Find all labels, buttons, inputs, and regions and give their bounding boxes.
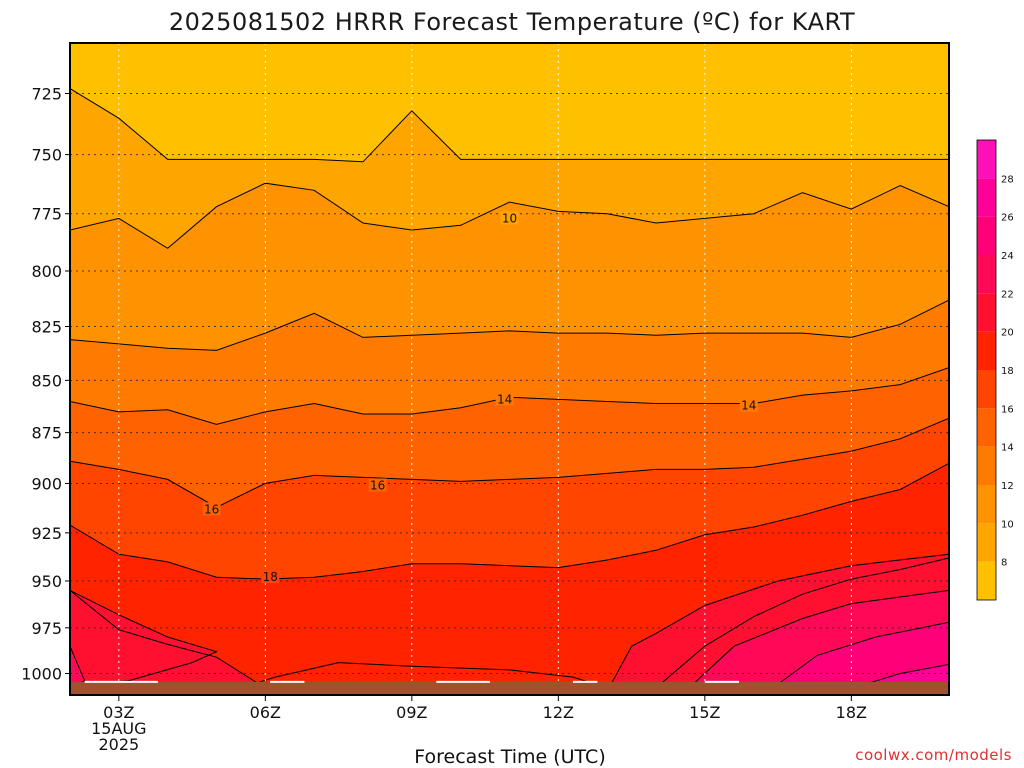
ground-layer	[71, 680, 948, 694]
y-tick-label: 825	[31, 318, 62, 337]
contour-label: 14	[741, 399, 756, 413]
colorbar-swatch	[977, 370, 996, 409]
temperature-band	[70, 88, 949, 249]
colorbar-swatch	[977, 216, 996, 255]
y-tick-label: 975	[31, 619, 62, 638]
contour-label-bg	[495, 392, 514, 406]
y-tick-label: 900	[31, 474, 62, 493]
colorbar-swatch	[977, 408, 996, 447]
plot-frame	[69, 42, 950, 696]
ground-surface	[71, 681, 948, 694]
source-credit: coolwx.com/models	[855, 746, 1012, 764]
contour-line-10	[70, 182, 949, 249]
y-tick-label: 850	[31, 371, 62, 390]
temperature-fill-layer	[70, 43, 949, 695]
colorbar-tick-label: 22	[1001, 289, 1014, 300]
chart-title: 2025081502 HRRR Forecast Temperature (ºC…	[169, 8, 855, 36]
surface-marker	[436, 680, 490, 683]
colorbar-frame	[976, 139, 997, 601]
temperature-band	[70, 463, 949, 688]
y-tick-label: 800	[31, 262, 62, 281]
colorbar-swatch	[977, 178, 996, 217]
x-axis-title: Forecast Time (UTC)	[414, 746, 605, 768]
temperature-band	[70, 367, 949, 508]
colorbar-swatch	[977, 523, 996, 562]
y-tick-label: 950	[31, 572, 62, 591]
x-tick-label: 09Z	[396, 703, 427, 722]
colorbar-swatch	[977, 561, 996, 600]
contour-lines	[70, 88, 949, 689]
colorbar-tick-label: 24	[1001, 251, 1014, 262]
colorbar-tick-label: 12	[1001, 481, 1014, 492]
temperature-band	[70, 43, 949, 162]
colorbar-tick-label: 10	[1001, 519, 1014, 530]
surface-marker	[572, 680, 598, 683]
y-tick-label: 1000	[21, 664, 62, 683]
colorbar-swatch	[977, 331, 996, 370]
contour-label: 16	[370, 478, 385, 492]
x-tick-label: 18Z	[836, 703, 867, 722]
colorbar-swatch	[977, 485, 996, 524]
surface-marker	[84, 680, 158, 683]
contour-label-bg	[202, 502, 221, 516]
colorbar-tick-label: 26	[1001, 213, 1014, 224]
y-tick-label: 725	[31, 84, 62, 103]
contour-label: 10	[502, 211, 517, 225]
temperature-band	[70, 418, 949, 580]
y-tick-label: 875	[31, 424, 62, 443]
x-tick-label: 06Z	[250, 703, 281, 722]
x-tick-label: 15Z	[689, 703, 720, 722]
y-axis: 725 750 775 800 825 850 875 900 925 950 975 1000	[21, 84, 70, 683]
contour-label-bg	[739, 398, 758, 412]
y-tick-label: 750	[31, 146, 62, 165]
contour-label-bg	[500, 211, 519, 225]
x-tick-label: 12Z	[543, 703, 574, 722]
colorbar-swatch	[977, 255, 996, 294]
x-tick-label: 03Z	[103, 703, 134, 722]
colorbar-swatch	[977, 293, 996, 332]
contour-label-bg	[368, 478, 387, 492]
contour-label: 18	[263, 570, 278, 584]
colorbar: 8 10 12 14 16 18 20 22 24 26 28	[976, 139, 1014, 601]
x-tick-label: 15AUG	[91, 719, 146, 738]
colorbar-tick-label: 16	[1001, 404, 1014, 415]
surface-marker	[270, 680, 305, 683]
temperature-band	[70, 183, 949, 351]
colorbar-tick-label: 28	[1001, 174, 1014, 185]
contour-label-bg	[261, 570, 280, 584]
colorbar-tick-label: 18	[1001, 366, 1014, 377]
surface-warm-pocket	[70, 553, 949, 695]
grid-lines	[70, 43, 949, 695]
contour-labels: 10 14 14 16 16 18	[202, 211, 758, 584]
colorbar-swatch	[977, 446, 996, 485]
contour-line-18	[70, 462, 949, 580]
y-tick-label: 775	[31, 205, 62, 224]
contour-line-12	[70, 299, 949, 351]
surface-marker	[704, 680, 740, 683]
colorbar-tick-label: 8	[1001, 558, 1007, 569]
y-tick-label: 925	[31, 524, 62, 543]
x-tick-label: 2025	[98, 735, 139, 754]
colorbar-swatch	[977, 140, 996, 179]
contour-label: 14	[497, 392, 512, 406]
contour-line-8	[70, 88, 949, 163]
contour-label: 16	[204, 502, 219, 516]
colorbar-tick-label: 20	[1001, 328, 1014, 339]
temperature-band	[70, 300, 949, 425]
colorbar-tick-label: 14	[1001, 443, 1014, 454]
